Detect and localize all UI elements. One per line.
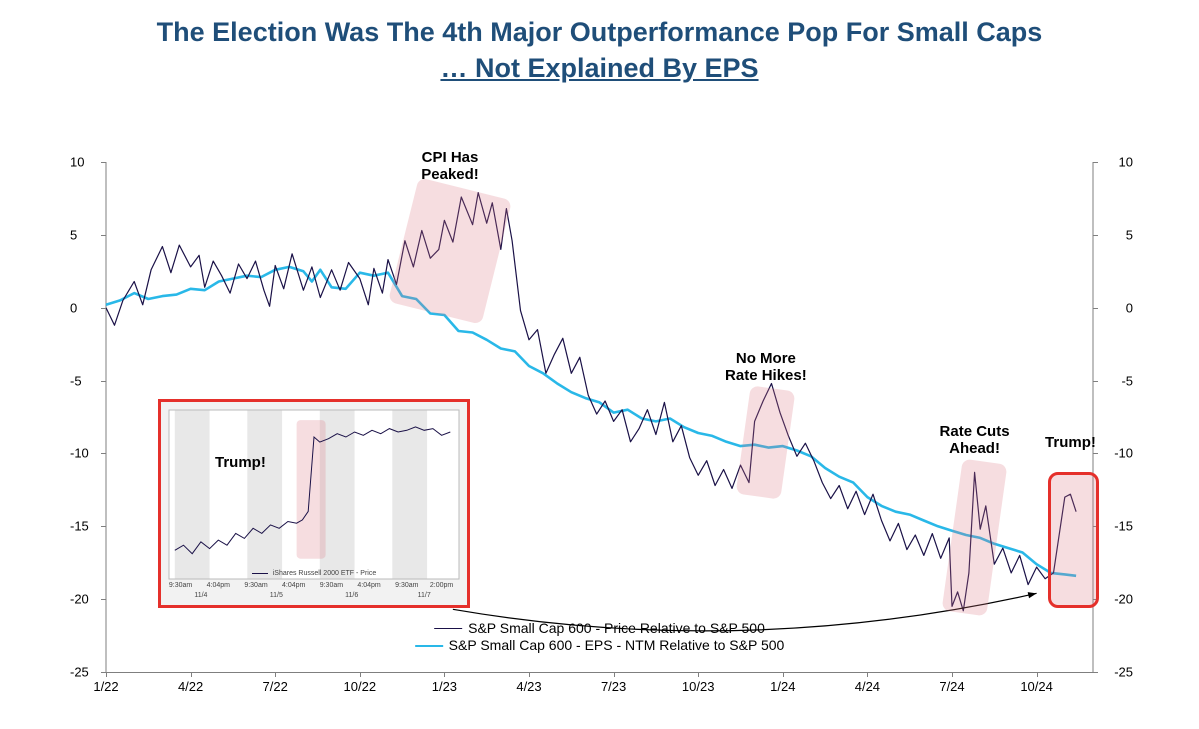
legend-swatch <box>434 628 462 629</box>
y-tick-label: -10 <box>70 446 89 461</box>
title-line2: … Not Explained By EPS <box>440 53 758 83</box>
inset-x-tick: 9:30am <box>395 582 418 589</box>
chart-title: The Election Was The 4th Major Outperfor… <box>0 14 1199 87</box>
y-tick-label: -10 <box>1114 446 1133 461</box>
inset-plot-area <box>169 410 459 579</box>
inset-x-sublabel: 11/7 <box>418 592 431 599</box>
inset-legend: iShares Russell 2000 ETF - Price <box>161 570 467 577</box>
x-tick-label: 10/23 <box>682 679 715 694</box>
x-tick-label: 10/24 <box>1020 679 1053 694</box>
inset-x-tick: 9:30am <box>169 582 192 589</box>
y-tick-label: 0 <box>1126 300 1133 315</box>
y-tick-label: -5 <box>1121 373 1133 388</box>
highlight-region <box>1048 472 1099 608</box>
x-tick-label: 1/24 <box>770 679 795 694</box>
y-tick-label: 5 <box>1126 227 1133 242</box>
inset-x-sublabel: 11/5 <box>270 592 283 599</box>
inset-x-tick: 4:04pm <box>282 582 305 589</box>
x-tick-label: 10/22 <box>344 679 377 694</box>
y-tick-label: -15 <box>1114 519 1133 534</box>
y-tick-label: 0 <box>70 300 77 315</box>
x-tick-label: 4/22 <box>178 679 203 694</box>
inset-x-sublabel: 11/4 <box>194 592 207 599</box>
y-tick-label: -15 <box>70 519 89 534</box>
y-tick-label: 10 <box>70 155 84 170</box>
y-tick-label: -25 <box>70 665 89 680</box>
inset-svg <box>169 410 459 579</box>
x-tick-label: 1/22 <box>93 679 118 694</box>
x-tick-label: 1/23 <box>432 679 457 694</box>
y-tick-label: -25 <box>1114 665 1133 680</box>
inset-x-tick: 9:30am <box>320 582 343 589</box>
x-tick-label: 7/22 <box>263 679 288 694</box>
inset-x-tick: 4:04pm <box>207 582 230 589</box>
y-tick-label: -5 <box>70 373 82 388</box>
y-tick-label: -20 <box>70 592 89 607</box>
x-tick-label: 4/23 <box>516 679 541 694</box>
chart-annotation: Rate CutsAhead! <box>940 423 1010 458</box>
y-tick-label: 10 <box>1119 155 1133 170</box>
inset-annotation-trump: Trump! <box>215 454 266 471</box>
x-tick-label: 7/23 <box>601 679 626 694</box>
y-tick-label: 5 <box>70 227 77 242</box>
x-tick-label: 7/24 <box>939 679 964 694</box>
chart-annotation: CPI HasPeaked! <box>421 149 479 184</box>
inset-chart: Trump! iShares Russell 2000 ETF - Price … <box>158 399 470 608</box>
y-tick-label: -20 <box>1114 592 1133 607</box>
title-line1: The Election Was The 4th Major Outperfor… <box>157 17 1043 47</box>
inset-x-tick: 4:04pm <box>357 582 380 589</box>
chart-annotation: No MoreRate Hikes! <box>725 350 807 385</box>
legend: S&P Small Cap 600 - Price Relative to S&… <box>415 620 785 654</box>
legend-swatch <box>415 645 443 647</box>
inset-x-sublabel: 11/6 <box>345 592 358 599</box>
x-tick-label: 4/24 <box>855 679 880 694</box>
chart-annotation: Trump! <box>1045 434 1096 451</box>
inset-x-tick: 9:30am <box>244 582 267 589</box>
inset-x-tick: 2:00pm <box>430 582 453 589</box>
legend-label: S&P Small Cap 600 - Price Relative to S&… <box>468 620 765 637</box>
legend-label: S&P Small Cap 600 - EPS - NTM Relative t… <box>449 637 785 654</box>
